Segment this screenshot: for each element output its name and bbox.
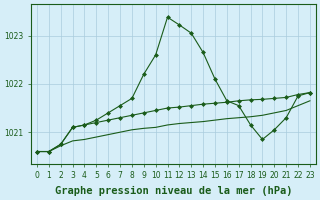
X-axis label: Graphe pression niveau de la mer (hPa): Graphe pression niveau de la mer (hPa) [55, 186, 292, 196]
